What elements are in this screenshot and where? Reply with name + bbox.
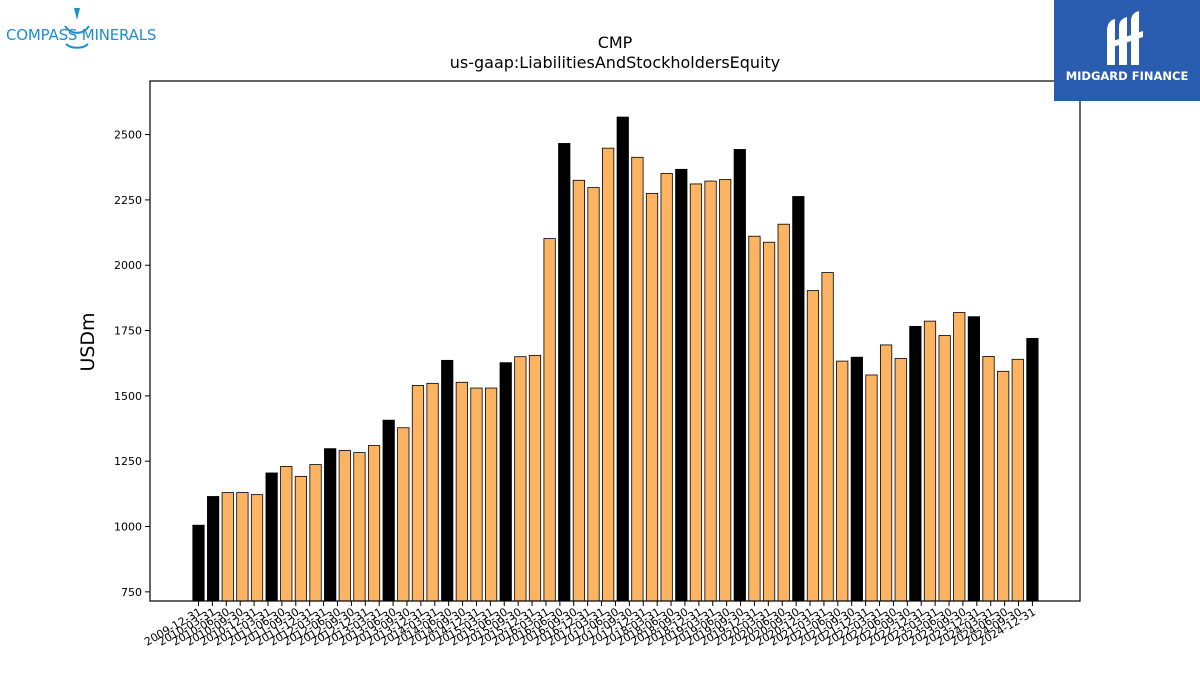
y-tick-label: 1750: [114, 325, 142, 338]
bar: [367, 445, 381, 602]
bar: [265, 472, 278, 602]
bar: [543, 238, 556, 602]
y-axis-label: USDm: [77, 312, 99, 371]
bar: [733, 149, 746, 602]
bar: [382, 419, 395, 602]
compass-minerals-logo: COMPASS MINERALS: [2, 4, 156, 54]
y-tick-label: 1500: [114, 390, 142, 403]
bar: [880, 344, 893, 602]
bar: [294, 475, 308, 602]
bar: [821, 272, 834, 602]
y-tick-label: 750: [121, 586, 142, 599]
bar: [455, 381, 468, 602]
bar: [250, 494, 264, 602]
chart-subtitle: us-gaap:LiabilitiesAndStockholdersEquity: [450, 53, 781, 72]
bar: [938, 335, 951, 602]
bar: [558, 143, 571, 602]
bar: [221, 492, 234, 602]
x-ticks-group: 2009-12-312010-03-312010-06-302010-09-30…: [142, 601, 1038, 649]
bar: [1026, 337, 1039, 602]
bar: [704, 180, 717, 602]
y-tick-label: 2000: [114, 259, 142, 272]
bar: [309, 464, 322, 602]
bar: [748, 235, 761, 602]
bar: [441, 359, 454, 602]
bar: [397, 427, 410, 602]
bar: [353, 452, 366, 602]
bar: [982, 356, 995, 602]
bar: [762, 241, 776, 602]
plot-frame: [149, 80, 1081, 602]
bar: [631, 156, 644, 602]
bar: [514, 356, 527, 602]
bar: [602, 147, 615, 602]
bars-group: [192, 116, 1039, 602]
bar: [894, 358, 907, 602]
bar: [528, 354, 542, 602]
compass-star-icon: [64, 8, 90, 49]
bar: [865, 374, 878, 602]
bar: [923, 320, 937, 602]
bar: [587, 187, 600, 602]
y-tick-label: 1000: [114, 521, 142, 534]
bar: [689, 183, 703, 602]
bar: [192, 524, 205, 602]
bar: [616, 116, 629, 602]
bar: [426, 382, 439, 602]
bar: [499, 362, 512, 602]
midgard-finance-logo: MIDGARD FINANCE: [1054, 0, 1200, 101]
bar: [836, 360, 849, 602]
y-tick-label: 2250: [114, 194, 142, 207]
y-tick-label: 1250: [114, 455, 142, 468]
bar: [645, 192, 659, 602]
bar: [1011, 358, 1024, 602]
bar: [953, 312, 966, 602]
bar: [967, 316, 980, 602]
y-ticks-group: 750 1000 1250 1500 1750 2000 2250 2500: [114, 129, 150, 599]
bar: [207, 496, 220, 602]
midgard-m-icon: [1107, 11, 1143, 65]
bar: [806, 290, 820, 602]
chart-title: CMP: [598, 33, 633, 52]
bar: [777, 223, 790, 602]
bar: [411, 385, 425, 602]
bar: [280, 466, 293, 602]
y-tick-label: 2500: [114, 129, 142, 142]
bar: [675, 168, 688, 602]
bar: [470, 387, 483, 602]
bar: [997, 370, 1010, 602]
bar: [719, 179, 732, 602]
bar: [909, 325, 922, 602]
midgard-finance-wordmark: MIDGARD FINANCE: [1065, 69, 1189, 83]
bar: [324, 448, 337, 602]
bar: [236, 492, 249, 602]
bar: [850, 356, 863, 602]
bar: [484, 387, 498, 602]
bar: [792, 196, 805, 602]
bar: [572, 179, 585, 602]
compass-minerals-wordmark: COMPASS MINERALS: [6, 26, 157, 44]
bar: [338, 450, 351, 602]
bar: [660, 173, 673, 602]
